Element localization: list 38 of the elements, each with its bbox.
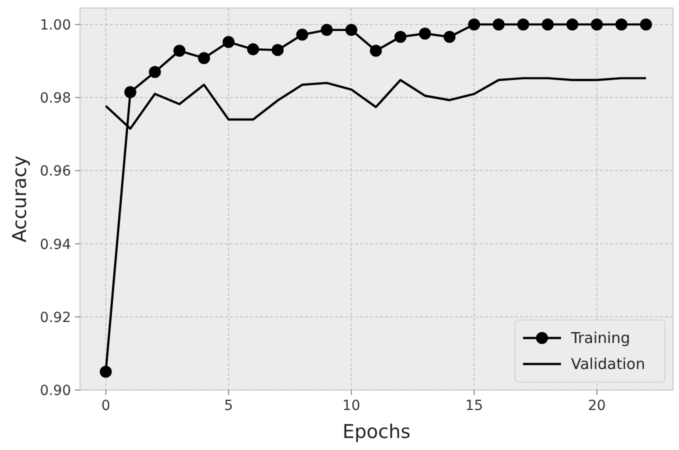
point <box>542 18 554 30</box>
y-tick-label: 0.90 <box>40 383 71 399</box>
x-tick-label: 20 <box>588 398 606 414</box>
y-tick-label: 0.98 <box>40 90 71 107</box>
legend-label: Training <box>570 329 630 347</box>
point <box>272 44 284 56</box>
point <box>615 18 628 30</box>
y-tick-label: 0.94 <box>40 236 72 253</box>
point <box>100 366 112 378</box>
point <box>345 24 358 36</box>
point <box>640 18 652 30</box>
point <box>492 18 505 30</box>
point <box>370 44 382 57</box>
y-tick-label: 1.00 <box>40 17 71 34</box>
point <box>517 18 530 30</box>
y-tick-label: 0.92 <box>40 310 71 326</box>
point <box>566 18 578 30</box>
x-tick-label: 10 <box>342 398 360 414</box>
point <box>320 24 333 36</box>
point <box>247 43 260 56</box>
point <box>198 52 210 64</box>
point <box>296 28 308 41</box>
point <box>590 18 603 30</box>
point <box>394 30 406 43</box>
x-tick-label: 5 <box>224 398 234 414</box>
y-axis-title: Accuracy <box>9 156 31 242</box>
x-axis-title: Epochs <box>342 421 411 443</box>
x-tick-label: 15 <box>465 398 484 414</box>
point <box>418 28 431 40</box>
point <box>468 18 480 30</box>
x-tick-label: 0 <box>101 398 110 414</box>
legend-label: Validation <box>571 355 646 373</box>
point <box>444 30 456 43</box>
point <box>148 66 161 78</box>
point <box>173 44 186 57</box>
point <box>222 36 235 48</box>
y-tick-label: 0.96 <box>40 164 72 180</box>
point <box>124 86 136 98</box>
